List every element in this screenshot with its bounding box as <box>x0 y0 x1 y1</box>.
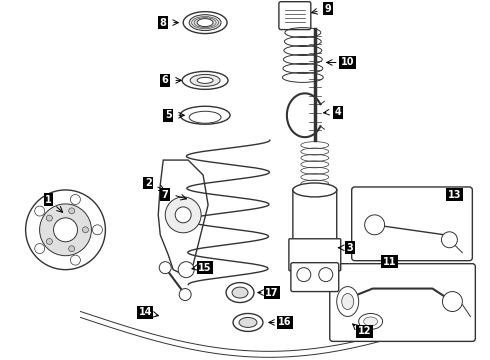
Ellipse shape <box>180 106 230 124</box>
FancyBboxPatch shape <box>291 263 339 292</box>
Text: 6: 6 <box>162 75 169 85</box>
Ellipse shape <box>233 314 263 332</box>
Ellipse shape <box>182 71 228 89</box>
Circle shape <box>69 208 74 214</box>
Text: 10: 10 <box>341 58 354 67</box>
Text: 16: 16 <box>278 318 292 328</box>
Circle shape <box>297 268 311 282</box>
Ellipse shape <box>183 12 227 33</box>
Circle shape <box>47 239 52 244</box>
Circle shape <box>71 194 80 204</box>
FancyBboxPatch shape <box>330 264 475 341</box>
Circle shape <box>35 206 45 216</box>
Circle shape <box>40 204 92 256</box>
Text: 9: 9 <box>324 4 331 14</box>
Ellipse shape <box>226 283 254 302</box>
Text: 7: 7 <box>162 190 169 200</box>
Ellipse shape <box>190 75 220 86</box>
Ellipse shape <box>197 77 213 84</box>
Ellipse shape <box>232 287 248 298</box>
Ellipse shape <box>189 111 221 123</box>
Polygon shape <box>158 160 208 275</box>
Text: 12: 12 <box>358 327 371 336</box>
FancyBboxPatch shape <box>352 187 472 261</box>
Circle shape <box>179 289 191 301</box>
Ellipse shape <box>239 318 257 328</box>
Circle shape <box>159 262 171 274</box>
Ellipse shape <box>293 183 337 197</box>
Circle shape <box>441 232 457 248</box>
Circle shape <box>175 207 191 223</box>
Circle shape <box>319 268 333 282</box>
Circle shape <box>47 215 52 221</box>
Circle shape <box>165 197 201 233</box>
Circle shape <box>35 244 45 253</box>
Circle shape <box>82 227 89 233</box>
Circle shape <box>69 246 74 252</box>
Text: 3: 3 <box>346 243 353 253</box>
Ellipse shape <box>189 15 221 31</box>
Text: 4: 4 <box>334 107 341 117</box>
Circle shape <box>178 262 194 278</box>
Circle shape <box>53 218 77 242</box>
Ellipse shape <box>197 19 213 27</box>
Circle shape <box>442 292 463 311</box>
Circle shape <box>365 215 385 235</box>
Text: 8: 8 <box>160 18 167 28</box>
Text: 14: 14 <box>139 307 152 318</box>
Circle shape <box>71 255 80 265</box>
Circle shape <box>93 225 102 235</box>
Ellipse shape <box>337 287 359 316</box>
Text: 15: 15 <box>198 263 212 273</box>
FancyBboxPatch shape <box>289 239 341 271</box>
Text: 2: 2 <box>145 178 151 188</box>
FancyBboxPatch shape <box>279 2 311 30</box>
FancyBboxPatch shape <box>293 188 337 272</box>
Text: 17: 17 <box>265 288 279 298</box>
Ellipse shape <box>364 317 378 326</box>
Circle shape <box>25 190 105 270</box>
Ellipse shape <box>359 314 383 329</box>
Text: 13: 13 <box>448 190 461 200</box>
Text: 1: 1 <box>45 195 52 205</box>
Ellipse shape <box>342 293 354 310</box>
Text: 5: 5 <box>165 110 172 120</box>
Text: 11: 11 <box>383 257 396 267</box>
